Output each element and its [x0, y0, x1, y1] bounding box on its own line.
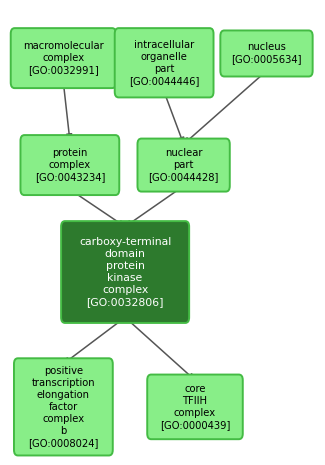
FancyBboxPatch shape: [220, 31, 313, 77]
FancyBboxPatch shape: [11, 28, 116, 88]
FancyBboxPatch shape: [61, 221, 189, 323]
Text: core
TFIIH
complex
[GO:0000439]: core TFIIH complex [GO:0000439]: [160, 384, 230, 430]
Text: positive
transcription
elongation
factor
complex
b
[GO:0008024]: positive transcription elongation factor…: [28, 366, 98, 448]
FancyBboxPatch shape: [20, 135, 119, 195]
Text: protein
complex
[GO:0043234]: protein complex [GO:0043234]: [35, 148, 105, 182]
FancyBboxPatch shape: [147, 375, 243, 439]
Text: intracellular
organelle
part
[GO:0044446]: intracellular organelle part [GO:0044446…: [129, 40, 199, 86]
FancyBboxPatch shape: [137, 139, 230, 192]
Text: nuclear
part
[GO:0044428]: nuclear part [GO:0044428]: [149, 148, 219, 182]
Text: carboxy-terminal
domain
protein
kinase
complex
[GO:0032806]: carboxy-terminal domain protein kinase c…: [79, 237, 171, 307]
Text: nucleus
[GO:0005634]: nucleus [GO:0005634]: [231, 42, 302, 65]
Text: macromolecular
complex
[GO:0032991]: macromolecular complex [GO:0032991]: [23, 41, 104, 75]
FancyBboxPatch shape: [14, 359, 113, 456]
FancyBboxPatch shape: [115, 28, 214, 98]
